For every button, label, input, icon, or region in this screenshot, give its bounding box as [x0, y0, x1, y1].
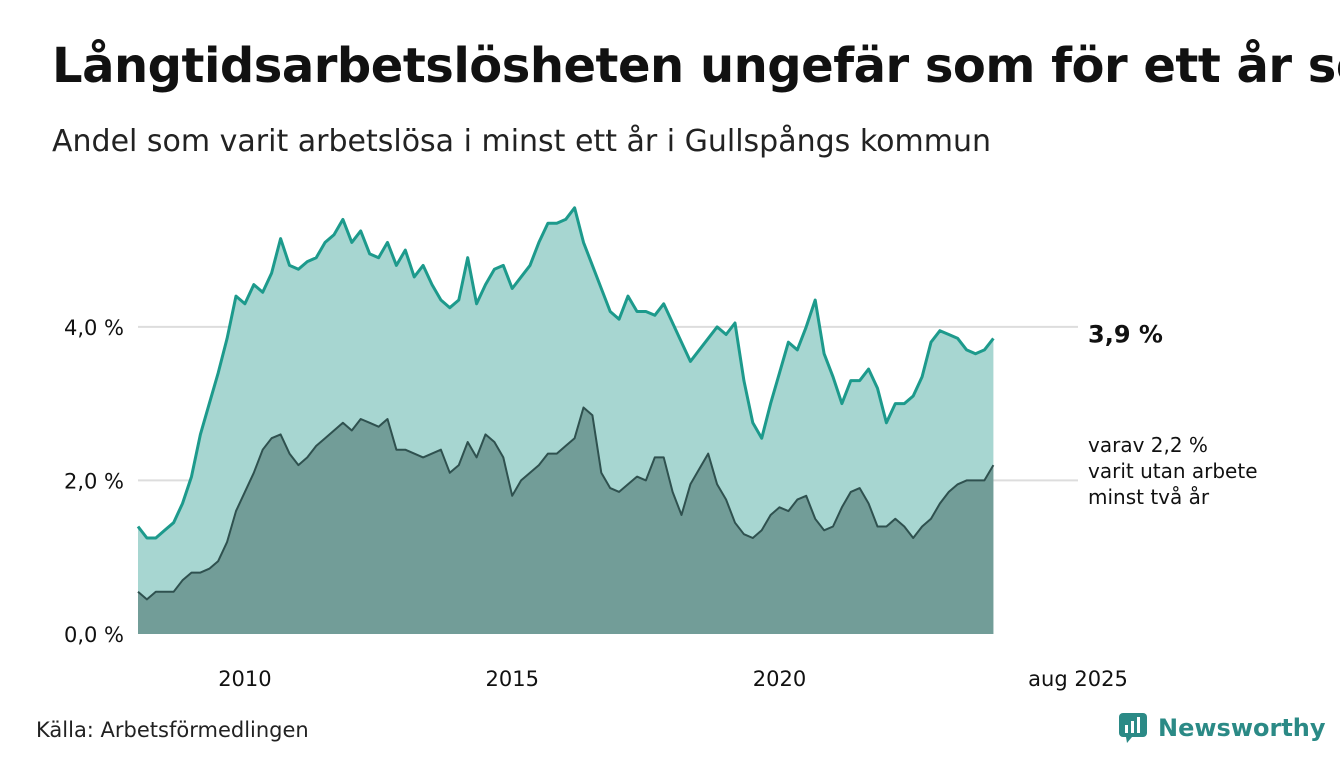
chart-subtitle: Andel som varit arbetslösa i minst ett å… — [52, 124, 991, 159]
newsworthy-logo-icon — [1119, 713, 1147, 743]
ytick-label-1: 2,0 % — [64, 469, 124, 493]
series-1-line — [137, 406, 995, 601]
chart-title: Långtidsarbetslösheten ungefär som för e… — [52, 38, 1340, 94]
xtick-label-3: aug 2025 — [1028, 667, 1128, 691]
brand-name: Newsworthy — [1158, 714, 1326, 742]
ytick-label-0: 0,0 % — [64, 623, 124, 647]
series-0-end-label: 3,9 % — [1088, 320, 1163, 348]
xtick-label-2: 2020 — [753, 667, 806, 691]
ytick-label-2: 4,0 % — [64, 316, 124, 340]
series-1-area — [138, 407, 994, 634]
xtick-label-1: 2015 — [485, 667, 538, 691]
series-1-end-label-line-0: varav 2,2 % — [1088, 433, 1208, 457]
series-1-end-label-line-1: varit utan arbete — [1088, 459, 1258, 483]
series-1-end-label-line-2: minst två år — [1088, 485, 1210, 509]
series-0-line — [136, 206, 995, 540]
source-note: Källa: Arbetsförmedlingen — [36, 718, 309, 742]
xtick-label-0: 2010 — [218, 667, 271, 691]
brand: Newsworthy — [1118, 712, 1326, 744]
